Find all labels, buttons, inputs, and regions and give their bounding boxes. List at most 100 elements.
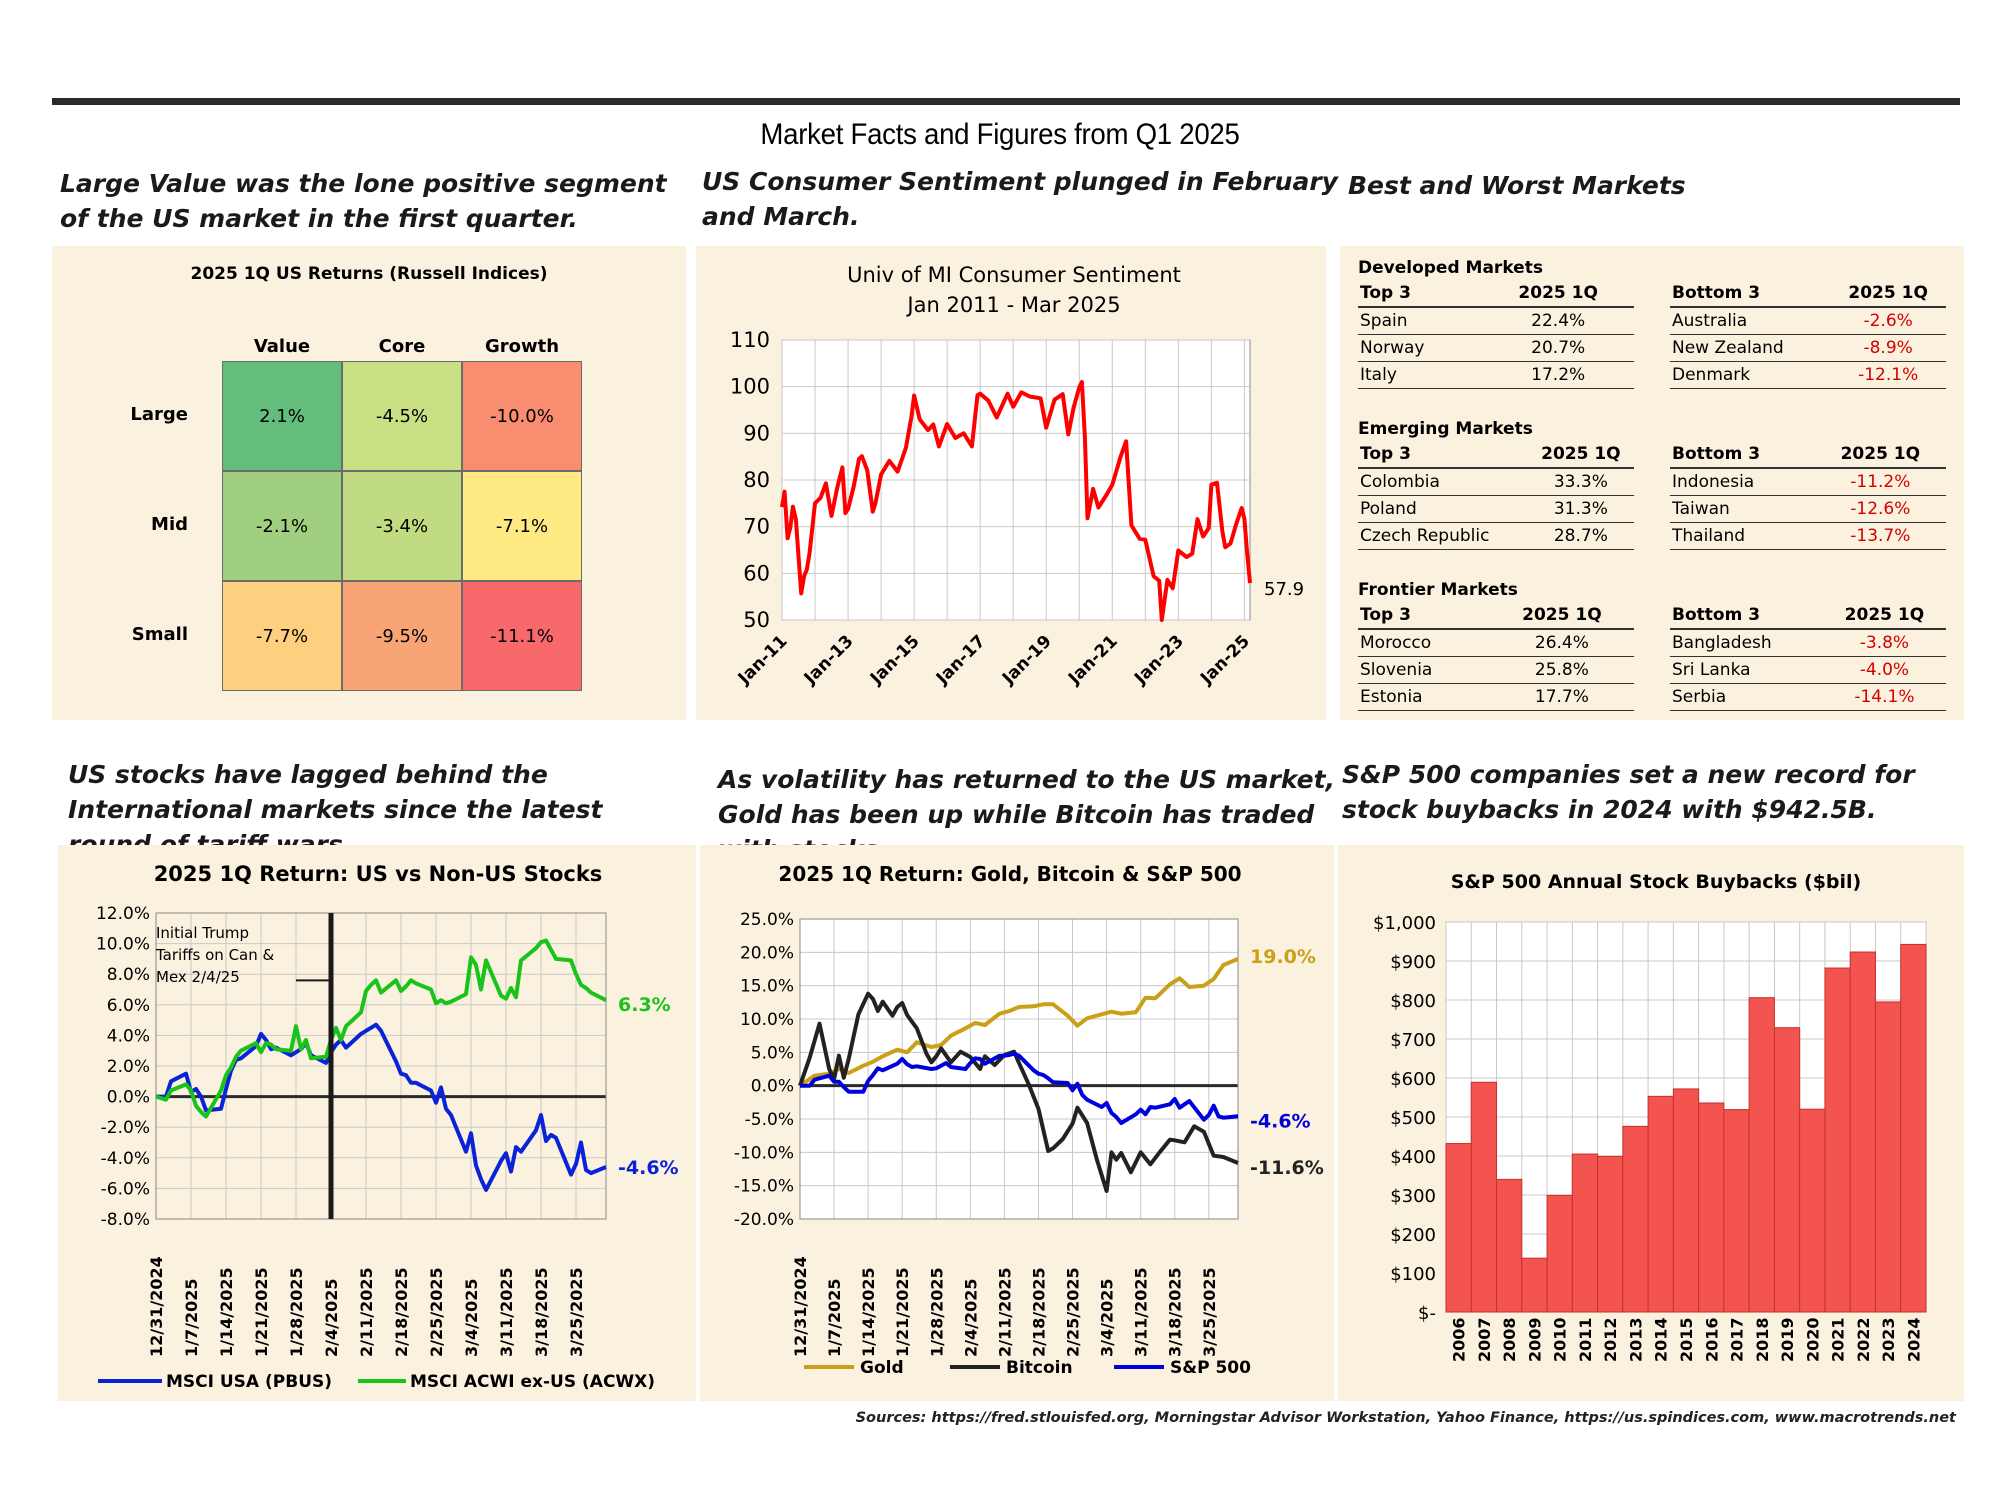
market-return: 17.7% — [1489, 683, 1634, 711]
heatmap-cell: -7.7% — [222, 581, 342, 691]
x-tick-label: 2/11/2025 — [995, 1267, 1014, 1357]
y-tick-label: 12.0% — [96, 904, 150, 924]
market-table: Bottom 3 2025 1Q Bangladesh -3.8% Sri Lanka -… — [1670, 602, 1946, 711]
market-country: Australia — [1670, 307, 1831, 335]
us-nonus-chart: 2025 1Q Return: US vs Non-US Stocks 12.0… — [96, 862, 679, 1392]
heatmap-cell: -3.4% — [342, 471, 462, 581]
us-nonus-panel: 2025 1Q Return: US vs Non-US Stocks 12.0… — [58, 845, 696, 1401]
market-col-header: Bottom 3 — [1670, 280, 1831, 308]
y-tick-label: -20.0% — [734, 1210, 794, 1230]
market-section-title: Developed Markets — [1358, 258, 1543, 278]
market-return: 26.4% — [1489, 629, 1634, 657]
sentiment-subtitle: Jan 2011 - Mar 2025 — [905, 293, 1120, 317]
markets-panel: Developed Markets Top 3 2025 1Q Spain 22.4% N… — [1340, 246, 1964, 720]
market-row: Morocco 26.4% — [1358, 629, 1634, 657]
market-section-title: Frontier Markets — [1358, 580, 1518, 600]
heatmap-cell: -2.1% — [222, 471, 342, 581]
market-col-header: 2025 1Q — [1830, 280, 1946, 308]
market-row: Poland 31.3% — [1358, 495, 1634, 523]
y-tick-label: 80 — [743, 468, 770, 492]
heatmap-cell: -10.0% — [462, 361, 582, 471]
market-return: 28.7% — [1527, 522, 1634, 550]
bar — [1496, 1178, 1523, 1313]
market-country: Slovenia — [1358, 656, 1490, 684]
y-tick-label: 10.0% — [96, 935, 150, 955]
x-tick-label: 3/4/2025 — [462, 1279, 481, 1357]
market-row: Australia -2.6% — [1670, 307, 1946, 335]
sentiment-line — [780, 380, 1252, 622]
series-line — [800, 1051, 1239, 1125]
x-tick-label: 1/21/2025 — [252, 1267, 271, 1357]
us-nonus-title: 2025 1Q Return: US vs Non-US Stocks — [154, 862, 603, 886]
subtitle-sentiment: US Consumer Sentiment plunged in Februar… — [702, 167, 1338, 231]
x-tick-label: 12/31/2024 — [147, 1256, 166, 1357]
x-tick-label: Jan-23 — [1130, 631, 1188, 689]
tariff-annotation: Tariffs on Can & — [155, 946, 275, 964]
tariff-annotation: Mex 2/4/25 — [156, 968, 240, 986]
market-row: Italy 17.2% — [1358, 361, 1634, 389]
subtitle-russell: Large Value was the lone positive segmen… — [60, 169, 667, 233]
x-tick-label: 2013 — [1626, 1317, 1645, 1362]
y-tick-label: $900 — [1390, 952, 1436, 973]
market-row: Czech Republic 28.7% — [1358, 522, 1634, 550]
x-tick-label: 2/25/2025 — [427, 1267, 446, 1357]
y-tick-label: $200 — [1390, 1225, 1436, 1246]
bar — [1900, 943, 1927, 1313]
market-return: -13.7% — [1814, 522, 1946, 550]
russell-panel: 2025 1Q US Returns (Russell Indices) Val… — [52, 246, 686, 720]
market-country: Denmark — [1670, 361, 1831, 389]
market-row: Thailand -13.7% — [1670, 522, 1946, 550]
market-return: -8.9% — [1830, 334, 1946, 362]
market-table: Bottom 3 2025 1Q Australia -2.6% New Zealand… — [1670, 280, 1946, 389]
series-end-label: 19.0% — [1250, 946, 1316, 968]
x-tick-label: 2012 — [1601, 1317, 1620, 1362]
y-tick-label: 70 — [743, 515, 770, 539]
x-tick-label: 2009 — [1525, 1317, 1544, 1362]
y-tick-label: $700 — [1390, 1030, 1436, 1051]
tariff-annotation: Initial Trump — [156, 924, 249, 942]
x-tick-label: 2/25/2025 — [1064, 1267, 1083, 1357]
y-tick-label: $1,000 — [1373, 913, 1436, 934]
heatmap-col-growth: Growth — [484, 336, 560, 357]
bar — [1622, 1125, 1649, 1313]
bar — [1799, 1108, 1826, 1313]
x-tick-label: 2024 — [1904, 1317, 1923, 1362]
x-tick-label: 2020 — [1803, 1317, 1822, 1362]
gold-btc-panel: 2025 1Q Return: Gold, Bitcoin & S&P 500 … — [700, 845, 1334, 1401]
market-country: Italy — [1358, 361, 1483, 389]
market-return: -4.0% — [1822, 656, 1946, 684]
x-tick-label: 1/14/2025 — [859, 1267, 878, 1357]
legend-label: Gold — [860, 1358, 904, 1378]
market-table: Top 3 2025 1Q Colombia 33.3% Poland 31.3% Czec… — [1358, 441, 1634, 550]
legend-label: MSCI ACWI ex-US (ACWX) — [410, 1372, 655, 1392]
x-tick-label: 2018 — [1753, 1317, 1772, 1362]
heatmap-col-value: Value — [253, 336, 311, 357]
bar — [1597, 1155, 1624, 1313]
series-end-label: -11.6% — [1250, 1157, 1324, 1179]
bar — [1849, 951, 1876, 1313]
x-tick-label: 3/11/2025 — [497, 1267, 516, 1357]
y-tick-label: -5.0% — [745, 1110, 794, 1130]
series-line — [798, 957, 1239, 1088]
heatmap-cell: -7.1% — [462, 471, 582, 581]
subtitle-buybacks: S&P 500 companies set a new record for s… — [1342, 760, 1915, 824]
bar — [1698, 1102, 1725, 1313]
sentiment-chart: Univ of MI Consumer Sentiment Jan 2011 -… — [730, 263, 1304, 689]
market-country: Estonia — [1358, 683, 1490, 711]
gold-btc-title: 2025 1Q Return: Gold, Bitcoin & S&P 500 — [778, 862, 1241, 886]
market-country: Spain — [1358, 307, 1483, 335]
x-tick-label: 1/7/2025 — [825, 1279, 844, 1357]
market-col-header: Bottom 3 — [1670, 602, 1823, 630]
market-return: 22.4% — [1482, 307, 1634, 335]
market-return: 25.8% — [1489, 656, 1634, 684]
market-country: Taiwan — [1670, 495, 1815, 523]
heatmap-cell: -11.1% — [462, 581, 582, 691]
x-tick-label: 2011 — [1576, 1317, 1595, 1362]
x-tick-label: Jan-11 — [734, 631, 792, 689]
y-tick-label: $600 — [1390, 1069, 1436, 1090]
y-tick-label: $100 — [1390, 1264, 1436, 1285]
market-row: Taiwan -12.6% — [1670, 495, 1946, 523]
market-country: Serbia — [1670, 683, 1823, 711]
market-country: Sri Lanka — [1670, 656, 1823, 684]
x-tick-label: 2014 — [1652, 1317, 1671, 1362]
